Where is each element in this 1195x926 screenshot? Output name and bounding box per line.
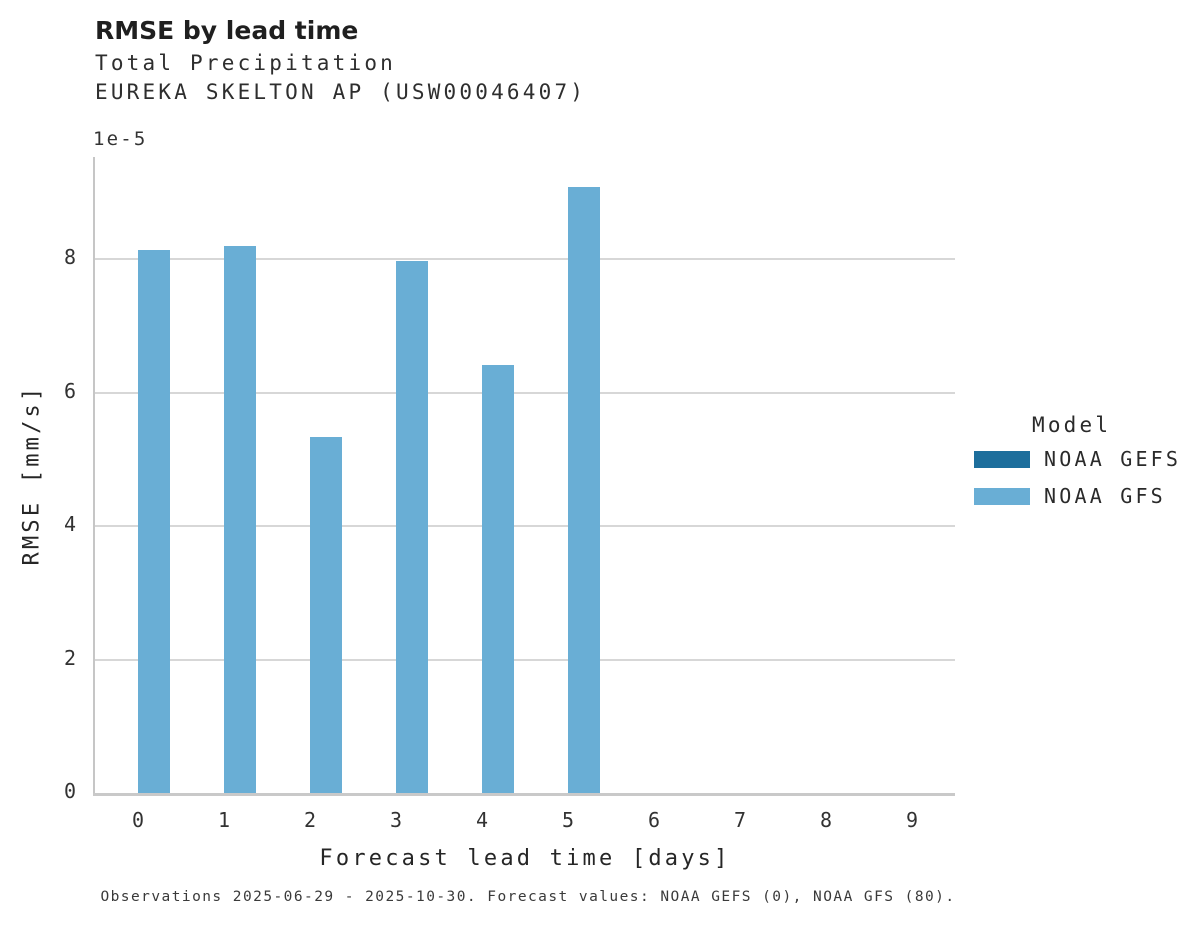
x-tick-label: 1	[217, 808, 231, 832]
gridline	[95, 525, 955, 528]
legend-entries: NOAA GEFS NOAA GFS	[974, 447, 1189, 508]
y-tick-label: 8	[63, 245, 76, 270]
legend-title: Model	[1032, 413, 1112, 437]
y-axis-spine	[93, 157, 95, 796]
x-tick-label: 9	[905, 808, 919, 832]
bar-noaa-gfs-lead-5	[568, 187, 600, 793]
y-tick-label: 0	[63, 779, 76, 803]
chart-subtitle-station: EUREKA SKELTON AP (USW00046407)	[95, 80, 587, 104]
plot-area	[93, 157, 955, 796]
x-tick-label: 7	[733, 808, 747, 832]
legend-entry: NOAA GEFS	[974, 447, 1189, 471]
legend-label: NOAA GEFS	[1044, 447, 1182, 471]
footer-caption: Observations 2025-06-29 - 2025-10-30. Fo…	[100, 889, 956, 905]
y-tick-label: 2	[63, 645, 76, 670]
bar-noaa-gfs-lead-2	[310, 437, 342, 793]
y-axis-offset-label: 1e-5	[93, 128, 148, 150]
x-axis-label: Forecast lead time [days]	[319, 846, 731, 871]
legend: Model NOAA GEFS NOAA GFS	[974, 413, 1189, 521]
x-tick-label: 2	[303, 808, 317, 832]
bar-noaa-gfs-lead-1	[224, 246, 256, 793]
legend-swatch-icon	[974, 487, 1030, 505]
legend-entry: NOAA GFS	[974, 484, 1189, 508]
chart-subtitle-variable: Total Precipitation	[95, 51, 397, 75]
x-tick-label: 8	[819, 808, 833, 832]
gridline	[95, 391, 955, 394]
chart-title: RMSE by lead time	[95, 16, 359, 45]
gridline	[95, 658, 955, 661]
bar-noaa-gfs-lead-0	[138, 250, 170, 793]
bar-noaa-gfs-lead-3	[396, 261, 428, 793]
x-axis-spine	[93, 793, 955, 796]
x-tick-label: 4	[475, 808, 489, 832]
x-tick-label: 3	[389, 808, 403, 832]
legend-label: NOAA GFS	[1044, 484, 1166, 508]
y-tick-label: 6	[63, 378, 76, 403]
gridline	[95, 258, 955, 261]
y-axis-label: RMSE [mm/s]	[19, 384, 45, 566]
x-tick-label: 0	[131, 808, 145, 832]
x-tick-label: 6	[647, 808, 661, 832]
y-tick-label: 4	[63, 512, 76, 537]
bar-noaa-gfs-lead-4	[482, 365, 514, 793]
x-tick-label: 5	[561, 808, 575, 832]
legend-swatch-icon	[974, 450, 1030, 468]
